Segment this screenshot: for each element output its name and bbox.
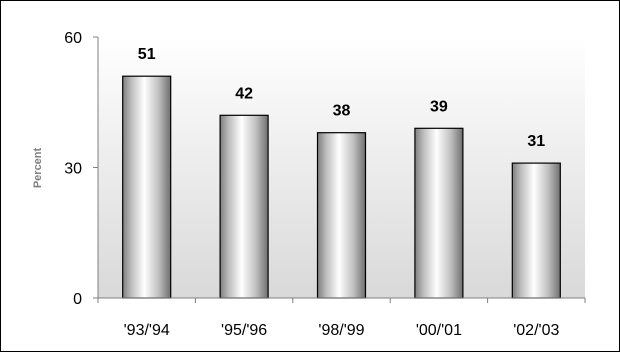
data-label: 42 <box>235 85 253 102</box>
bar <box>414 127 464 299</box>
data-label: 51 <box>138 46 156 63</box>
data-label: 39 <box>430 98 448 115</box>
bar <box>511 162 561 299</box>
data-label: 31 <box>527 133 545 150</box>
x-tick-label: '93/'94 <box>124 322 170 339</box>
bar <box>122 75 172 299</box>
x-tick-label: '95/'96 <box>221 322 267 339</box>
data-label: 38 <box>333 103 351 120</box>
x-tick-label: '02/'03 <box>513 322 559 339</box>
y-tick-label: 30 <box>64 161 82 178</box>
y-tick-label: 0 <box>73 291 82 308</box>
y-axis-title: Percent <box>32 147 44 188</box>
y-tick-label: 60 <box>64 30 82 47</box>
bar <box>316 132 367 299</box>
x-tick-label: '98/'99 <box>318 322 364 339</box>
x-tick-label: '00/'01 <box>416 322 462 339</box>
bar <box>219 114 269 299</box>
